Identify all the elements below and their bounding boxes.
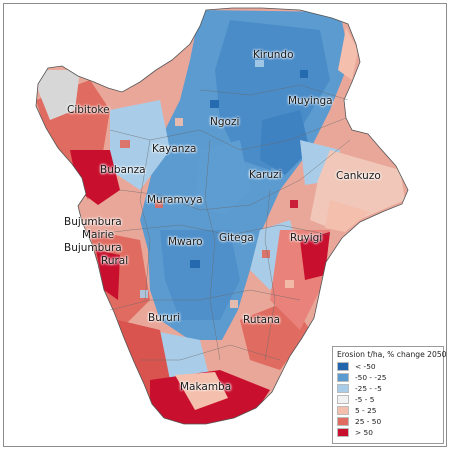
label-makamba: Makamba (180, 381, 232, 393)
label-ruyigi: Ruyigi (290, 232, 323, 244)
label-muramvya: Muramvya (147, 194, 203, 206)
legend-swatch (337, 373, 349, 382)
label-rutana: Rutana (243, 314, 281, 326)
province-boundaries (89, 84, 351, 361)
label-bujumbura-rural-2: Rural (101, 255, 129, 267)
label-bujumbura-rural-1: Bujumbura (64, 242, 122, 254)
label-kirundo: Kirundo (253, 49, 294, 61)
legend-label: 25 - 50 (355, 417, 382, 426)
label-bujumbura-mairie-2: Mairie (82, 229, 115, 241)
label-mwaro: Mwaro (168, 236, 203, 248)
legend-item: < -50 (337, 361, 439, 372)
legend-item: -50 - -25 (337, 372, 439, 383)
label-muyinga: Muyinga (288, 95, 333, 107)
legend-swatch (337, 384, 349, 393)
label-gitega: Gitega (219, 232, 254, 244)
legend-swatch (337, 406, 349, 415)
label-cibitoke: Cibitoke (67, 104, 110, 116)
label-karuzi: Karuzi (249, 169, 282, 181)
map-legend: Erosion t/ha, % change 2050 < -50 -50 - -… (332, 346, 447, 444)
legend-swatch (337, 395, 349, 404)
legend-label: -5 - 5 (355, 395, 375, 404)
label-bujumbura-mairie-1: Bujumbura (64, 216, 122, 228)
legend-item: -5 - 5 (337, 394, 439, 405)
legend-rows: < -50 -50 - -25 -25 - -5 -5 - 5 5 - 25 25 - 5… (337, 361, 439, 438)
legend-label: -25 - -5 (355, 384, 382, 393)
label-bubanza: Bubanza (100, 164, 146, 176)
legend-label: -50 - -25 (355, 373, 387, 382)
label-cankuzo: Cankuzo (336, 170, 381, 182)
legend-label: > 50 (355, 428, 373, 437)
label-kayanza: Kayanza (152, 143, 197, 155)
legend-item: -25 - -5 (337, 383, 439, 394)
legend-label: 5 - 25 (355, 406, 377, 415)
legend-item: > 50 (337, 427, 439, 438)
legend-item: 25 - 50 (337, 416, 439, 427)
legend-swatch (337, 417, 349, 426)
legend-swatch (337, 428, 349, 437)
legend-item: 5 - 25 (337, 405, 439, 416)
legend-label: < -50 (355, 362, 376, 371)
legend-swatch (337, 362, 349, 371)
label-bururi: Bururi (148, 312, 181, 324)
legend-title: Erosion t/ha, % change 2050 (337, 350, 447, 359)
label-ngozi: Ngozi (210, 116, 240, 128)
